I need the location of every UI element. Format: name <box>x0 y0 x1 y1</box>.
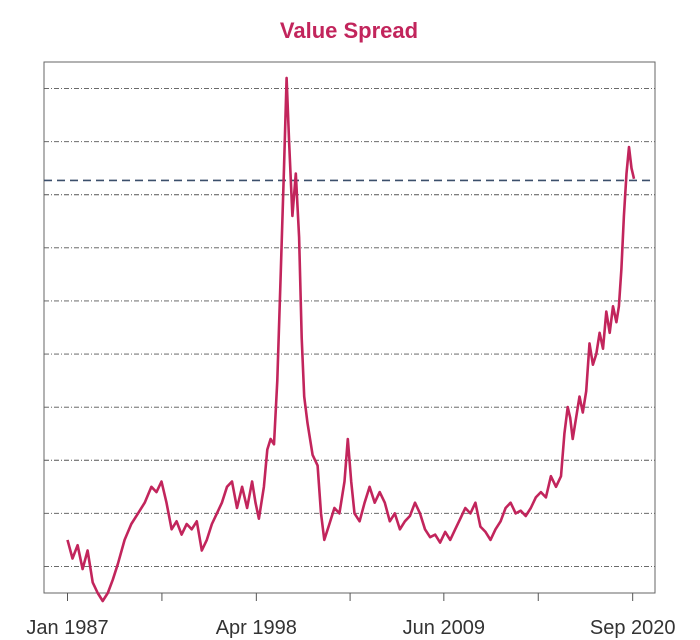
x-tick-label: Jun 2009 <box>403 617 485 639</box>
x-tick-label: Sep 2020 <box>590 617 676 639</box>
x-axis-tick-labels: Jan 1987 Apr 1998 Jun 2009 Sep 2020 <box>26 617 675 639</box>
plot-frame <box>43 61 656 594</box>
chart-title: Value Spread <box>280 18 418 43</box>
x-axis-ticks <box>67 593 634 601</box>
x-tick-label: Jan 1987 <box>26 617 108 639</box>
gridlines <box>44 88 655 567</box>
x-tick-label: Apr 1998 <box>216 617 297 639</box>
series-line-value-spread <box>66 76 636 603</box>
